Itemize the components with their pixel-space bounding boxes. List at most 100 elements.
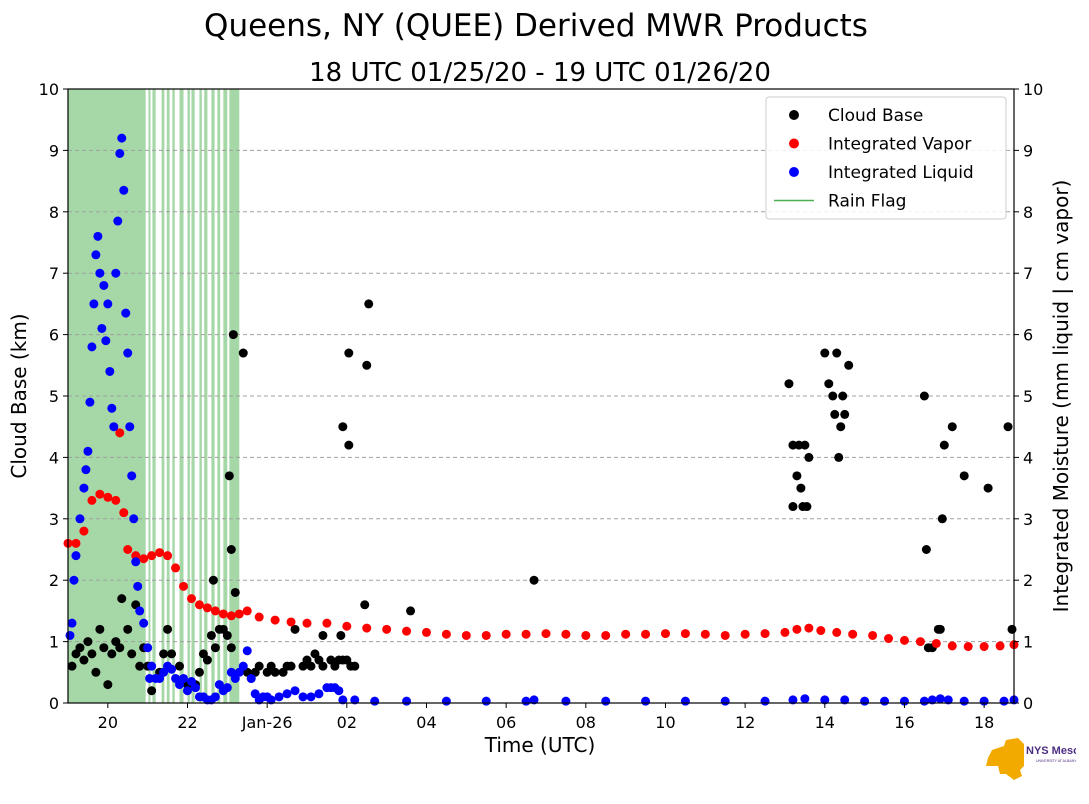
cloud-base-point xyxy=(210,643,220,653)
cloud-base-point xyxy=(103,680,113,690)
cloud-base-point xyxy=(935,624,945,634)
integrated-liquid-point xyxy=(788,695,798,705)
integrated-liquid-point xyxy=(680,696,690,706)
integrated-liquid-point xyxy=(85,397,95,407)
y-tick-label-left: 6 xyxy=(49,326,59,345)
cloud-base-point xyxy=(364,299,374,309)
y-tick-label-right: 10 xyxy=(1023,80,1043,99)
integrated-vapor-point xyxy=(79,526,89,536)
integrated-vapor-point xyxy=(931,638,941,648)
cloud-base-point xyxy=(123,624,133,634)
integrated-liquid-point xyxy=(117,133,127,143)
y-tick-label-left: 3 xyxy=(49,510,59,529)
rain-flag-band xyxy=(229,89,240,703)
integrated-vapor-point xyxy=(641,629,651,639)
integrated-liquid-point xyxy=(95,268,105,278)
cloud-base-point xyxy=(804,452,814,462)
integrated-vapor-point xyxy=(868,630,878,640)
cloud-base-point xyxy=(344,348,354,358)
integrated-vapor-point xyxy=(163,551,173,561)
cloud-base-point xyxy=(820,348,830,358)
integrated-vapor-point xyxy=(103,492,113,502)
x-tick-label: 20 xyxy=(98,713,118,732)
integrated-liquid-point xyxy=(131,557,141,567)
integrated-liquid-point xyxy=(103,299,113,309)
rain-flag-band xyxy=(148,89,151,703)
cloud-base-point xyxy=(844,360,854,370)
integrated-liquid-point xyxy=(139,618,149,628)
integrated-vapor-point xyxy=(115,428,125,438)
integrated-liquid-point xyxy=(115,148,125,158)
integrated-liquid-point xyxy=(113,216,123,226)
cloud-base-point xyxy=(921,545,931,554)
integrated-vapor-point xyxy=(218,609,228,619)
x-tick-label: Jan-26 xyxy=(241,713,293,732)
integrated-liquid-point xyxy=(89,299,99,309)
cloud-base-point xyxy=(947,422,957,432)
cloud-base-point xyxy=(830,409,840,419)
integrated-liquid-point xyxy=(601,696,611,706)
y-tick-label-left: 9 xyxy=(49,141,59,160)
integrated-liquid-point xyxy=(79,483,89,493)
integrated-liquid-point xyxy=(105,366,115,376)
integrated-vapor-point xyxy=(71,538,81,548)
integrated-liquid-point xyxy=(75,514,85,524)
integrated-liquid-point xyxy=(111,268,121,278)
integrated-vapor-point xyxy=(441,629,451,639)
integrated-liquid-legend-marker xyxy=(789,167,799,177)
integrated-liquid-point xyxy=(129,514,139,524)
integrated-liquid-point xyxy=(69,575,79,585)
integrated-liquid-point xyxy=(97,323,107,333)
integrated-liquid-point xyxy=(147,661,157,671)
cloud-base-point xyxy=(840,409,850,419)
integrated-liquid-point xyxy=(919,696,929,706)
integrated-liquid-point xyxy=(927,695,937,705)
cloud-base-point xyxy=(802,502,812,512)
rain-flag-band xyxy=(191,89,195,703)
integrated-liquid-point xyxy=(133,581,143,591)
integrated-liquid-point xyxy=(959,696,969,706)
integrated-liquid-legend-label: Integrated Liquid xyxy=(828,163,974,183)
integrated-liquid-point xyxy=(210,692,220,702)
cloud-base-point xyxy=(117,594,127,604)
chart-title: Queens, NY (QUEE) Derived MWR Products xyxy=(204,8,868,44)
cloud-base-point xyxy=(959,471,969,481)
integrated-liquid-point xyxy=(83,446,93,456)
cloud-base-point xyxy=(167,649,177,659)
cloud-base-point xyxy=(362,360,372,370)
nys-mesonet-logo: NYS Mesonet UNIVERSITY AT ALBANY xyxy=(986,738,1076,780)
integrated-liquid-point xyxy=(338,695,348,705)
cloud-base-point xyxy=(800,440,810,450)
integrated-vapor-point xyxy=(780,627,790,637)
integrated-liquid-point xyxy=(521,696,531,706)
cloud-base-point xyxy=(336,630,346,640)
integrated-liquid-point xyxy=(402,696,412,706)
integrated-vapor-point xyxy=(461,630,471,640)
integrated-liquid-point xyxy=(441,696,451,706)
x-tick-label: 06 xyxy=(496,713,516,732)
integrated-vapor-point xyxy=(884,634,894,644)
integrated-vapor-point xyxy=(186,594,196,604)
logo-subtext: UNIVERSITY AT ALBANY xyxy=(1036,759,1076,763)
integrated-vapor-point xyxy=(286,617,296,627)
integrated-liquid-point xyxy=(81,465,91,475)
cloud-base-point xyxy=(796,483,806,493)
x-tick-label: 02 xyxy=(337,713,357,732)
integrated-vapor-point xyxy=(179,581,189,591)
x-tick-label: 22 xyxy=(177,713,197,732)
integrated-liquid-point xyxy=(222,683,232,693)
integrated-vapor-point xyxy=(202,603,212,613)
integrated-vapor-point xyxy=(700,629,710,639)
cloud-base-point xyxy=(87,649,97,659)
integrated-liquid-point xyxy=(760,696,770,706)
integrated-vapor-point xyxy=(155,548,165,558)
cloud-base-point xyxy=(286,661,296,671)
cloud-base-point xyxy=(79,655,89,665)
cloud-base-point xyxy=(939,440,949,450)
integrated-vapor-point xyxy=(119,508,129,518)
cloud-base-point xyxy=(135,661,145,671)
integrated-liquid-point xyxy=(109,422,119,432)
integrated-vapor-point xyxy=(720,630,730,640)
x-tick-label: 10 xyxy=(655,713,675,732)
integrated-liquid-point xyxy=(820,695,830,705)
